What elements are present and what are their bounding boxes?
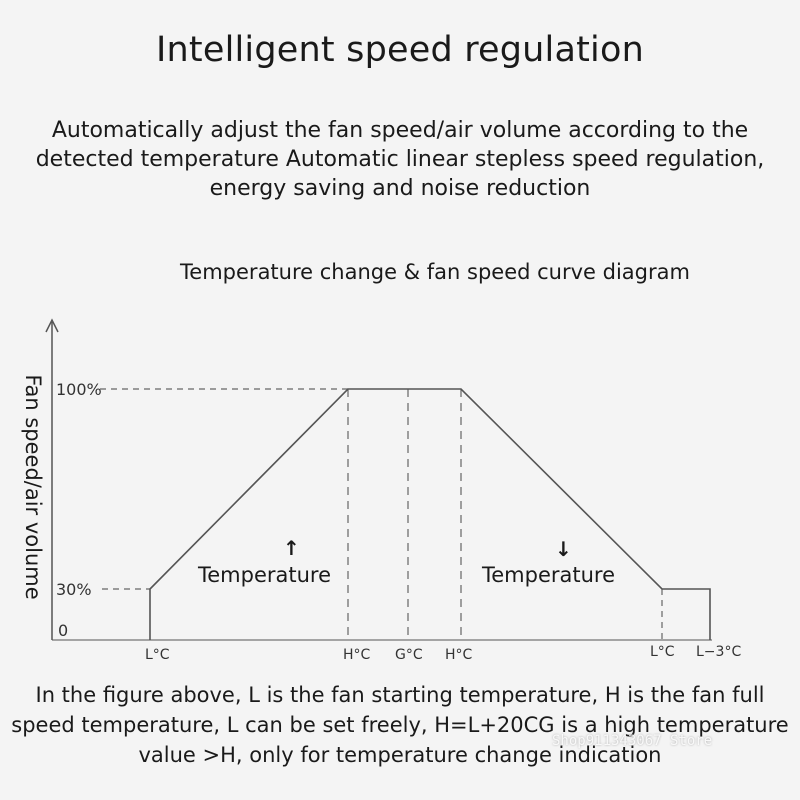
y-tick-30: 30% xyxy=(56,580,92,599)
store-watermark: Shop911343067 Store xyxy=(552,733,713,749)
down-arrow-icon: ↓ xyxy=(555,537,572,561)
x-tick-l3: L−3°C xyxy=(696,644,741,660)
y-axis-arrow xyxy=(45,318,59,333)
rising-temperature-label: Temperature xyxy=(198,563,332,587)
footer-note: In the figure above, L is the fan starti… xyxy=(11,683,789,767)
up-arrow-icon: ↑ xyxy=(283,536,300,560)
page-title: Intelligent speed regulation xyxy=(156,30,644,70)
y-tick-100: 100% xyxy=(56,380,102,399)
falling-temperature-label: Temperature xyxy=(482,563,616,587)
x-tick-h2: H°C xyxy=(445,647,473,663)
x-tick-h1: H°C xyxy=(343,647,371,663)
subtitle: Automatically adjust the fan speed/air v… xyxy=(35,118,765,201)
speed-curve xyxy=(149,388,711,640)
x-tick-l1: L°C xyxy=(145,647,170,663)
diagram-title: Temperature change & fan speed curve dia… xyxy=(180,260,690,284)
y-tick-0: 0 xyxy=(58,621,68,640)
x-tick-l2: L°C xyxy=(650,644,675,660)
x-tick-g: G°C xyxy=(395,647,423,663)
